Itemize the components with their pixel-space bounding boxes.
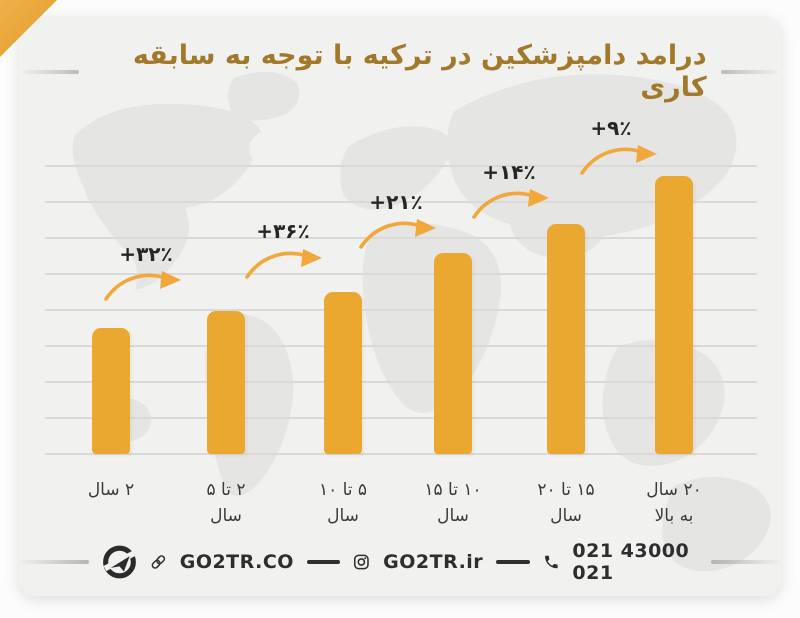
phone-icon xyxy=(544,555,558,569)
gridline xyxy=(45,417,757,419)
page-title: درامد دامپزشکین در ترکیه با توجه به سابق… xyxy=(132,40,707,104)
growth-percent-label: +۲۱٪ xyxy=(369,190,423,214)
growth-arrow-icon xyxy=(245,249,322,279)
gridline xyxy=(45,453,757,455)
bar xyxy=(92,328,130,454)
infographic-card: درامد دامپزشکین در ترکیه با توجه به سابق… xyxy=(19,16,781,596)
gridline xyxy=(45,201,757,203)
gridline xyxy=(45,237,757,239)
bar xyxy=(547,224,585,454)
growth-percent-label: +۱۴٪ xyxy=(482,160,536,184)
bar xyxy=(655,176,693,454)
gridline xyxy=(45,381,757,383)
growth-percent-label: +۳۶٪ xyxy=(256,219,310,243)
footer-divider-1 xyxy=(306,560,341,564)
growth-arrow-icon xyxy=(472,189,549,219)
gridline xyxy=(45,309,757,311)
title-dash-left xyxy=(19,70,80,75)
growth-arrow-icon xyxy=(104,271,181,301)
growth-percent-label: +۹٪ xyxy=(590,116,632,140)
growth-arrow-icon xyxy=(580,145,657,175)
category-label: ۱۰ تا ۱۵ سال xyxy=(424,480,482,526)
footer-dash-left xyxy=(19,560,89,564)
gridline xyxy=(45,165,757,167)
category-label: ۲ سال xyxy=(87,480,135,500)
category-label: ۱۵ تا ۲۰ سال xyxy=(537,480,595,526)
category-label: ۲۰ سال به بالا xyxy=(646,480,702,526)
footer: GO2TR.CO GO2TR.ir 021 43000 021 xyxy=(19,536,781,588)
bar xyxy=(434,253,472,454)
growth-arrow-icon xyxy=(359,219,436,249)
gridline xyxy=(45,345,757,347)
title-row: درامد دامپزشکین در ترکیه با توجه به سابق… xyxy=(19,40,781,105)
go2tr-logo-icon xyxy=(103,545,136,579)
footer-dash-right xyxy=(711,560,781,564)
bar xyxy=(207,311,245,454)
plot-area: ۲ سال ۲ تا ۵ سال ۵ تا ۱۰ سال ۱۰ تا ۱۵ سال ۱۵… xyxy=(19,16,781,596)
category-label: ۲ تا ۵ سال xyxy=(206,480,246,526)
instagram-handle-text: GO2TR.ir xyxy=(383,551,484,573)
growth-percent-label: +۳۲٪ xyxy=(119,242,173,266)
gridline xyxy=(45,273,757,275)
link-icon xyxy=(151,555,166,569)
title-dash-right xyxy=(720,70,781,75)
bar xyxy=(324,292,362,454)
category-label: ۵ تا ۱۰ سال xyxy=(318,480,368,526)
instagram-icon xyxy=(354,554,370,570)
phone-number-text: 021 43000 021 xyxy=(572,540,690,584)
website-text: GO2TR.CO xyxy=(179,551,294,573)
footer-divider-2 xyxy=(496,560,530,564)
